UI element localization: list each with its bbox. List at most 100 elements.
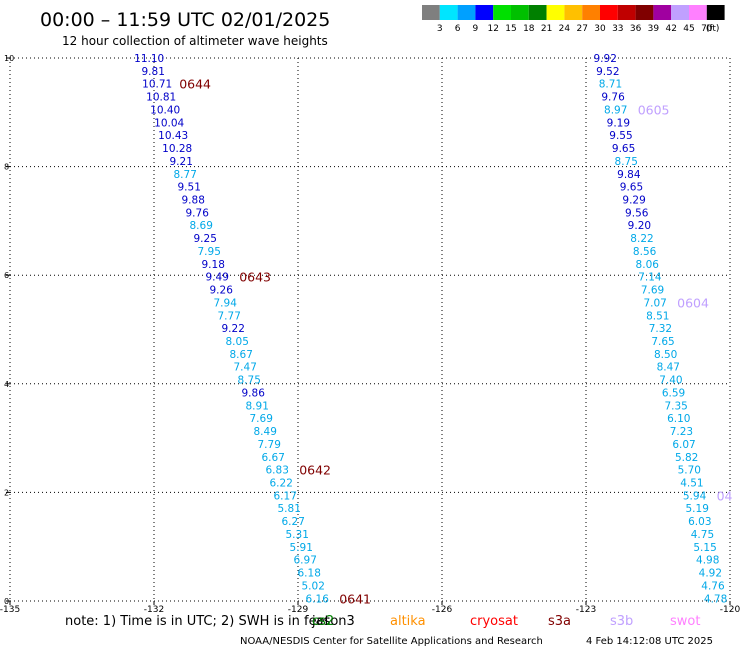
data-label: 8.77 [174,169,197,181]
time-label: 04 [717,488,733,503]
scale-swatch [706,5,725,20]
data-label: 7.95 [198,246,221,258]
x-tick-label: -132 [144,605,164,615]
time-label: 0604 [677,295,709,310]
scale-label: 70 [701,24,713,34]
data-label: 8.69 [190,220,213,232]
data-label: 6.17 [274,490,297,502]
data-label: 7.23 [670,426,693,438]
scale-swatch [564,5,583,20]
data-label: 8.67 [230,349,253,361]
scale-label: 15 [505,24,516,34]
time-label: 0605 [638,102,670,117]
data-label: 4.51 [680,478,703,490]
data-label: 8.97 [604,104,627,116]
data-label: 8.56 [633,246,657,258]
y-tick-label: 2 [4,488,9,497]
data-label: 4.76 [701,580,725,592]
data-label: 10.28 [162,143,192,155]
data-label: 6.22 [270,478,293,490]
scale-swatch [617,5,636,20]
color-scale-legend: 3 6 9 12 15 18 21 24 27 30 33 36 39 42 45 70(ft) [422,5,725,34]
data-label: 7.47 [234,362,257,374]
x-tick-label: -126 [432,605,453,615]
data-label: 6.59 [662,387,685,399]
data-label: 6.83 [266,465,289,477]
data-label: 5.94 [683,490,707,502]
satellite-name: jason3 [311,614,355,629]
time-label: 0641 [339,591,371,606]
data-label: 9.18 [202,259,225,271]
data-label: 11.10 [134,53,164,65]
data-label: 10.40 [150,104,180,116]
data-label: 5.19 [686,503,709,515]
data-label: 9.56 [625,207,649,219]
scale-label: 30 [594,24,606,34]
data-label: 8.49 [254,426,277,438]
x-tick-label: -120 [720,605,740,615]
time-label: 0642 [299,463,331,478]
data-label: 9.88 [182,195,205,207]
data-label: 9.76 [601,92,625,104]
data-label: 9.25 [194,233,217,245]
scale-swatch [671,5,689,20]
y-tick-label: 0 [4,597,9,606]
data-label: 8.50 [654,349,677,361]
data-label: 9.81 [142,66,165,78]
data-label: 5.15 [693,542,716,554]
x-tick-label: -123 [576,605,596,615]
footer-credit: NOAA/NESDIS Center for Satellite Applica… [240,636,543,647]
data-label: 7.14 [638,272,662,284]
data-label: 8.05 [226,336,249,348]
data-label: 6.10 [667,413,690,425]
data-label: 10.43 [158,130,188,142]
data-label: 7.69 [250,413,273,425]
data-label: 6.18 [298,568,321,580]
data-label: 9.21 [170,156,193,168]
data-label: 9.55 [609,130,632,142]
y-tick-label: 6 [4,271,9,280]
data-label: 5.81 [278,503,301,515]
scale-label: 12 [487,24,498,34]
data-label: 7.77 [218,310,241,322]
data-label: 9.20 [628,220,651,232]
data-label: 9.76 [186,207,210,219]
data-label: 7.65 [651,336,674,348]
data-label: 9.29 [622,195,645,207]
data-label: 8.47 [657,362,680,374]
data-label: 6.97 [294,555,317,567]
data-label: 5.02 [302,580,325,592]
scale-label: 39 [648,24,660,34]
footer-timestamp: 4 Feb 14:12:08 UTC 2025 [586,636,713,647]
time-label: 0643 [239,270,271,285]
satellite-name: swot [670,614,700,629]
satellite-name: s3b [610,614,633,629]
note-text: note: 1) Time is in UTC; 2) SWH is in fe… [65,614,330,629]
scale-swatch [493,5,511,20]
data-label: 8.22 [630,233,653,245]
satellite-name: cryosat [470,614,518,629]
scale-unit: (ft) [706,24,720,34]
scale-swatch [689,5,707,20]
scale-label: 9 [473,24,479,34]
data-label: 6.03 [688,516,711,528]
plot-axes: -135 -132 -129 -126 -123 -120 0 2 4 6 8 10 [0,54,740,615]
scale-label: 36 [630,24,642,34]
y-tick-label: 8 [4,163,9,172]
scale-label: 21 [541,24,552,34]
scale-label: 42 [665,24,676,34]
plot-grid [9,57,731,602]
scale-label: 3 [437,24,443,34]
data-label: 5.70 [678,465,701,477]
data-label: 9.65 [612,143,635,155]
satellite-name: s3a [548,614,571,629]
data-label: 8.75 [615,156,638,168]
y-tick-label: 4 [4,380,9,389]
scale-swatch [422,5,440,20]
data-label: 5.82 [675,452,698,464]
data-label: 4.98 [696,555,719,567]
scale-label: 33 [612,24,623,34]
data-label: 9.92 [594,53,617,65]
